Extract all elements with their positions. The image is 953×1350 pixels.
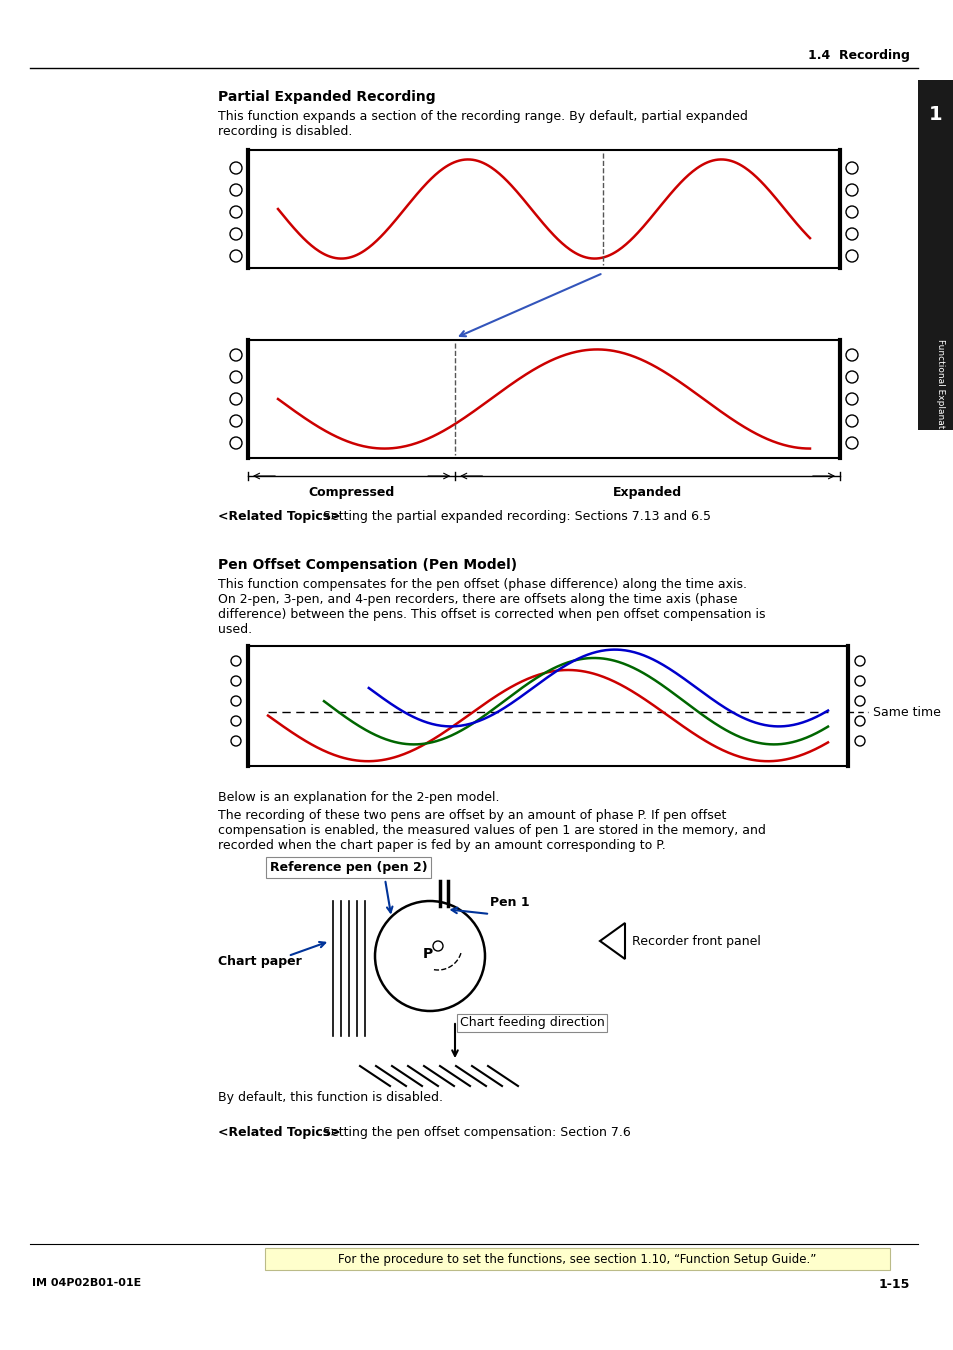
Bar [917, 80, 953, 431]
Circle shape [230, 228, 242, 240]
Bar [248, 647, 847, 765]
Bar [248, 340, 840, 458]
Circle shape [230, 371, 242, 383]
Text: Chart feeding direction: Chart feeding direction [459, 1017, 604, 1029]
Text: For the procedure to set the functions, see section 1.10, “Function Setup Guide.: For the procedure to set the functions, … [337, 1253, 816, 1265]
Text: used.: used. [218, 622, 252, 636]
Text: The recording of these two pens are offset by an amount of phase P. If pen offse: The recording of these two pens are offs… [218, 809, 725, 822]
Text: Pen Offset Compensation (Pen Model): Pen Offset Compensation (Pen Model) [218, 558, 517, 572]
Circle shape [230, 184, 242, 196]
Circle shape [230, 250, 242, 262]
Text: On 2-pen, 3-pen, and 4-pen recorders, there are offsets along the time axis (pha: On 2-pen, 3-pen, and 4-pen recorders, th… [218, 593, 737, 606]
Circle shape [845, 162, 857, 174]
Text: Setting the partial expanded recording: Sections 7.13 and 6.5: Setting the partial expanded recording: … [314, 510, 710, 522]
Text: Recorder front panel: Recorder front panel [631, 934, 760, 948]
Text: <Related Topics>: <Related Topics> [218, 510, 340, 522]
Circle shape [845, 371, 857, 383]
Circle shape [854, 716, 864, 726]
Circle shape [230, 162, 242, 174]
Circle shape [854, 736, 864, 747]
Text: Chart paper: Chart paper [218, 954, 301, 968]
Circle shape [854, 676, 864, 686]
Text: 1.4  Recording: 1.4 Recording [807, 49, 909, 62]
Circle shape [375, 900, 484, 1011]
Circle shape [231, 697, 241, 706]
Circle shape [230, 207, 242, 217]
Text: Expanded: Expanded [613, 486, 681, 500]
Circle shape [845, 207, 857, 217]
Circle shape [230, 393, 242, 405]
Text: Below is an explanation for the 2-pen model.: Below is an explanation for the 2-pen mo… [218, 791, 499, 805]
Text: compensation is enabled, the measured values of pen 1 are stored in the memory, : compensation is enabled, the measured va… [218, 824, 765, 837]
Bar [265, 1247, 889, 1270]
Text: IM 04P02B01-01E: IM 04P02B01-01E [32, 1278, 141, 1288]
Circle shape [231, 736, 241, 747]
Circle shape [845, 437, 857, 450]
Text: 1-15: 1-15 [878, 1278, 909, 1291]
Text: Pen 1: Pen 1 [490, 896, 529, 909]
Text: Compressed: Compressed [308, 486, 395, 500]
Text: P: P [422, 946, 433, 961]
Circle shape [854, 656, 864, 666]
Circle shape [230, 350, 242, 360]
Text: Reference pen (pen 2): Reference pen (pen 2) [270, 861, 427, 873]
Circle shape [231, 716, 241, 726]
Circle shape [845, 414, 857, 427]
Circle shape [845, 184, 857, 196]
Circle shape [854, 697, 864, 706]
Text: Functional Explanation and Setup Guide: Functional Explanation and Setup Guide [935, 339, 944, 521]
Text: This function compensates for the pen offset (phase difference) along the time a: This function compensates for the pen of… [218, 578, 746, 591]
Bar [248, 150, 840, 269]
Circle shape [231, 656, 241, 666]
Text: This function expands a section of the recording range. By default, partial expa: This function expands a section of the r… [218, 109, 747, 123]
Circle shape [845, 250, 857, 262]
Circle shape [845, 393, 857, 405]
Circle shape [433, 941, 442, 950]
Text: Setting the pen offset compensation: Section 7.6: Setting the pen offset compensation: Sec… [314, 1126, 630, 1139]
Text: <Related Topics>: <Related Topics> [218, 1126, 340, 1139]
Text: recorded when the chart paper is fed by an amount corresponding to P.: recorded when the chart paper is fed by … [218, 838, 665, 852]
Circle shape [845, 228, 857, 240]
Text: difference) between the pens. This offset is corrected when pen offset compensat: difference) between the pens. This offse… [218, 608, 764, 621]
Circle shape [845, 350, 857, 360]
Text: 1: 1 [928, 105, 942, 124]
Circle shape [230, 437, 242, 450]
Circle shape [230, 414, 242, 427]
Text: recording is disabled.: recording is disabled. [218, 126, 352, 138]
Text: By default, this function is disabled.: By default, this function is disabled. [218, 1091, 442, 1104]
Circle shape [231, 676, 241, 686]
Text: Partial Expanded Recording: Partial Expanded Recording [218, 90, 436, 104]
Text: Same time: Same time [872, 706, 940, 718]
